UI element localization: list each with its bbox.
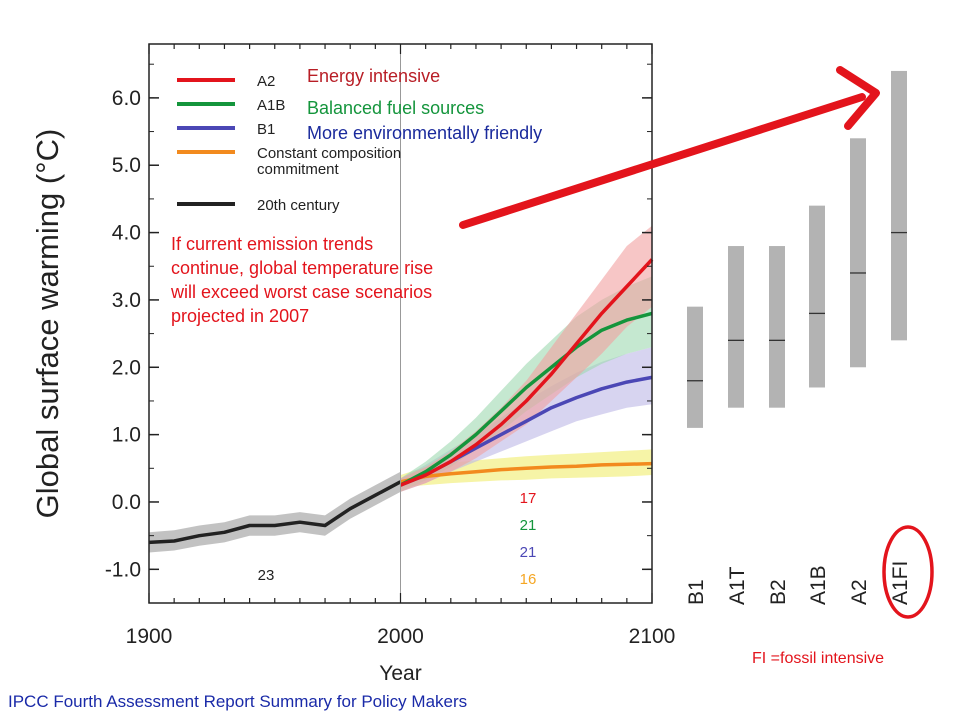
range-bar-label: B1 bbox=[685, 579, 708, 605]
x-tick-label: 2100 bbox=[629, 625, 676, 648]
trend-arrow-shaft bbox=[459, 93, 866, 229]
legend-label: commitment bbox=[257, 161, 340, 178]
note-line: If current emission trends bbox=[171, 234, 374, 254]
y-tick-label: 1.0 bbox=[112, 424, 141, 447]
legend-label: Constant composition bbox=[257, 145, 401, 162]
a1b-description: Balanced fuel sources bbox=[307, 98, 485, 118]
line-constant-composition-commitment bbox=[400, 461, 653, 484]
model-count: 21 bbox=[520, 544, 537, 561]
y-tick-label: 4.0 bbox=[112, 222, 141, 245]
x-axis-label: Year bbox=[379, 662, 421, 685]
y-tick-label: 5.0 bbox=[112, 154, 141, 177]
band-20th-century bbox=[149, 471, 401, 553]
trend-arrow-head bbox=[836, 66, 880, 130]
emission-trend-note: If current emission trends continue, glo… bbox=[171, 232, 531, 328]
range-bar-label: B2 bbox=[767, 579, 790, 605]
range-bar-label: A1B bbox=[807, 565, 830, 605]
model-count: 21 bbox=[520, 517, 537, 534]
note-line: continue, global temperature rise bbox=[171, 258, 434, 278]
range-bar-a1t bbox=[728, 246, 744, 408]
legend-label: A1B bbox=[257, 97, 285, 114]
range-bar-label: A1FI bbox=[889, 561, 912, 605]
line-a2 bbox=[399, 258, 654, 487]
range-bar-b1 bbox=[687, 306, 703, 428]
range-bar-b2 bbox=[769, 246, 785, 408]
note-line: projected in 2007 bbox=[171, 306, 310, 326]
y-tick-label: 2.0 bbox=[112, 356, 141, 379]
range-bar-label: A1T bbox=[726, 566, 749, 605]
range-bar-label: A2 bbox=[848, 579, 871, 605]
series-lines bbox=[148, 258, 654, 545]
highlight-overlay bbox=[459, 66, 934, 619]
x-tick-label: 1900 bbox=[126, 625, 173, 648]
range-bar-a1b bbox=[809, 205, 825, 388]
range-bar-a1fi bbox=[891, 70, 907, 341]
b1-description: More environmentally friendly bbox=[307, 123, 543, 143]
model-count: 17 bbox=[520, 490, 537, 507]
scenario-range-bars: B1 A1T B2 A1B A2 A1FI bbox=[685, 70, 912, 605]
fossil-intensive-note: FI =fossil intensive bbox=[752, 650, 885, 667]
model-counts: 17 21 21 16 23 bbox=[258, 490, 537, 588]
y-tick-label: 0.0 bbox=[112, 491, 141, 514]
source-citation: IPCC Fourth Assessment Report Summary fo… bbox=[8, 692, 468, 711]
legend-label: 20th century bbox=[257, 197, 340, 214]
line-a1b bbox=[399, 311, 653, 487]
chart-axes: -1.0 0.0 1.0 2.0 3.0 4.0 5.0 6.0 1900 2000 2100 Yea… bbox=[30, 43, 676, 685]
model-count: 16 bbox=[520, 571, 537, 588]
line-20th-century bbox=[148, 480, 402, 545]
note-line: will exceed worst case scenarios bbox=[171, 282, 433, 302]
y-axis-label: Global surface warming (°C) bbox=[30, 129, 65, 519]
y-tick-label: 6.0 bbox=[112, 87, 141, 110]
y-tick-label: 3.0 bbox=[112, 289, 141, 312]
legend-label: A2 bbox=[257, 73, 275, 90]
legend-label: B1 bbox=[257, 121, 275, 138]
a2-description: Energy intensive bbox=[307, 66, 441, 86]
a1fi-highlight-ellipse bbox=[882, 525, 934, 619]
y-tick-label: -1.0 bbox=[105, 558, 141, 581]
x-tick-label: 2000 bbox=[377, 625, 424, 648]
range-bar-a2 bbox=[850, 138, 866, 368]
historical-model-count: 23 bbox=[258, 567, 275, 584]
band-a2 bbox=[400, 225, 652, 492]
